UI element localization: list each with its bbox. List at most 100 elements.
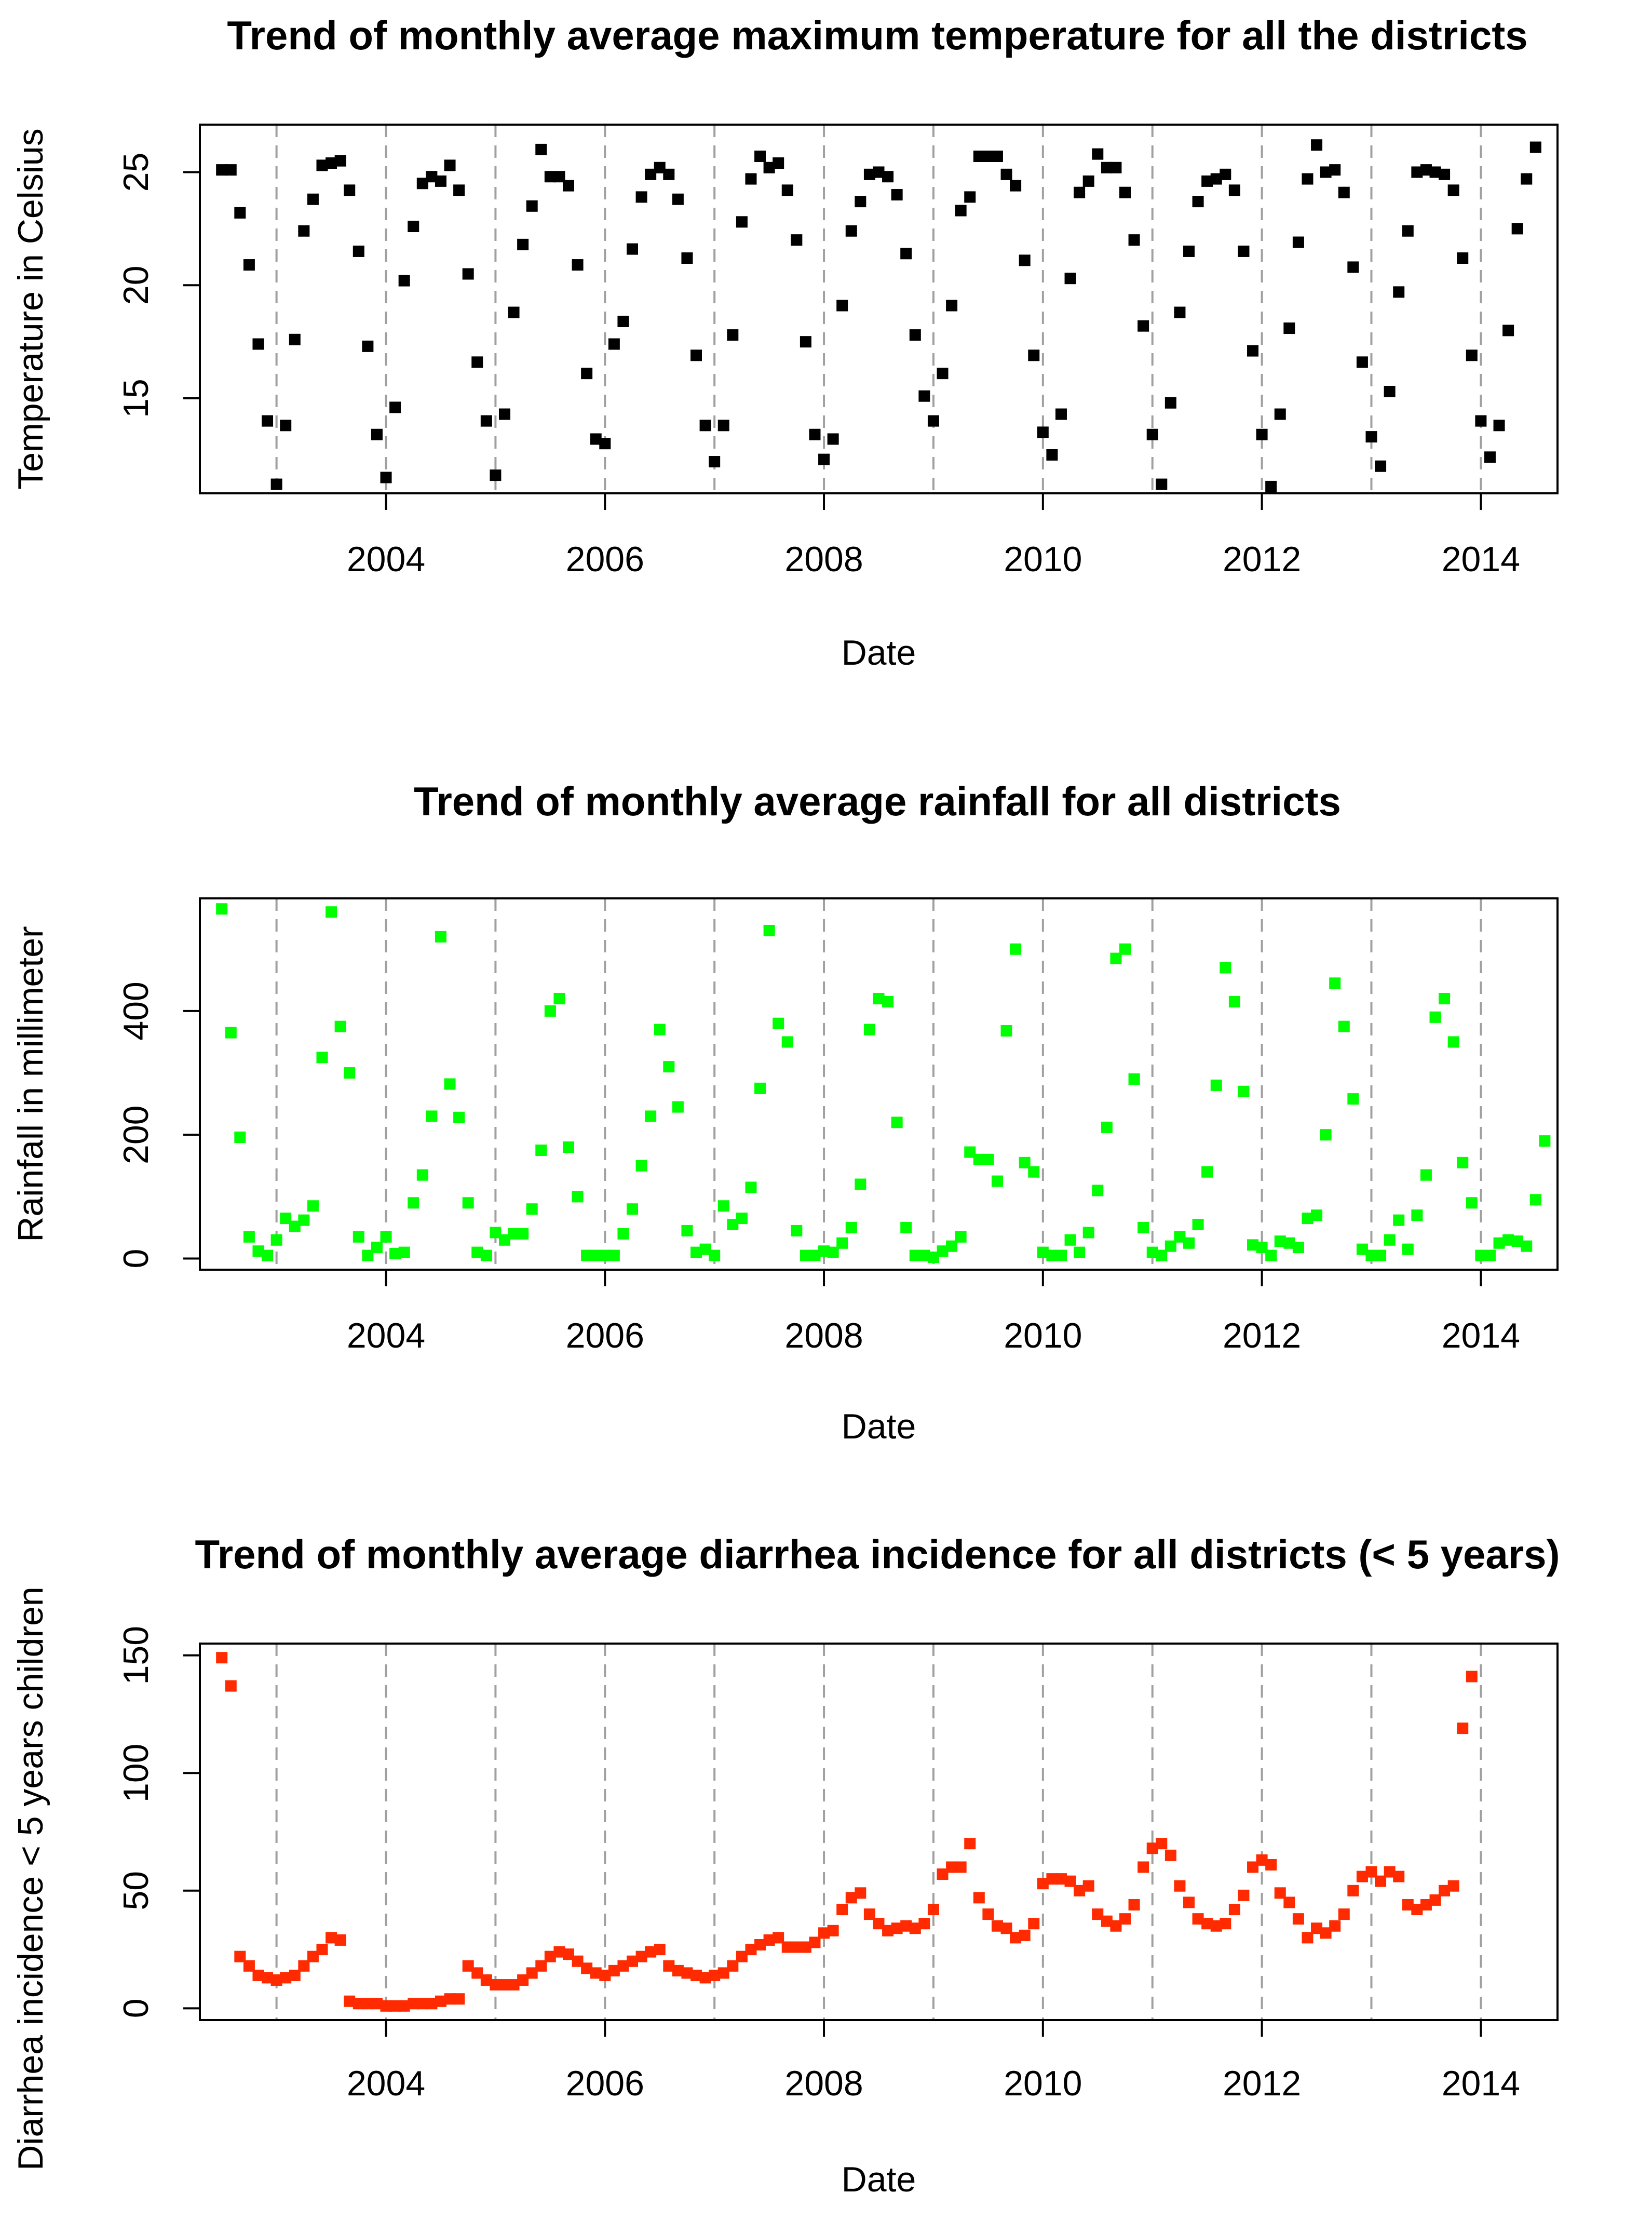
data-point [535,1145,547,1156]
data-point [444,1078,456,1090]
x-axis-label: Date [842,1407,916,1446]
data-point [270,1234,282,1246]
rainfall-chart: Trend of monthly average rainfall for al… [11,778,1559,1446]
data-point [453,184,465,196]
data-point [617,315,629,327]
x-tick-label: 2008 [784,1316,863,1355]
data-point [882,1925,894,1936]
data-point [617,1960,629,1972]
data-point [827,1246,839,1258]
data-point [1511,223,1523,235]
data-point [353,1998,364,2010]
data-point [581,1962,593,1974]
data-point [781,1941,793,1953]
data-point [1475,1249,1487,1261]
data-point [709,456,721,468]
data-point [1220,168,1231,180]
data-point [1247,345,1259,357]
data-point [1338,1908,1350,1920]
data-point [781,1036,793,1048]
data-point [1521,173,1533,185]
data-point [1119,1913,1131,1925]
data-point [690,1969,702,1981]
data-point [699,1972,711,1984]
data-point [1247,1239,1259,1251]
data-point [1238,1889,1250,1901]
data-point [946,1861,958,1873]
data-point [1265,1859,1277,1871]
data-point [1365,431,1377,443]
data-point [1092,148,1104,160]
data-point [717,420,729,432]
data-point [1201,1918,1213,1930]
x-tick-label: 2008 [784,540,863,579]
x-tick-label: 2014 [1442,1316,1520,1355]
data-point [991,1175,1003,1187]
data-point [1110,162,1122,173]
data-point [490,469,502,481]
data-point [608,1965,620,1976]
data-point [562,1141,574,1153]
temperature-chart: Trend of monthly average maximum tempera… [11,12,1559,672]
data-point [444,159,456,171]
data-point [326,157,337,169]
data-point [1028,1166,1040,1178]
data-point [608,338,620,350]
data-point [654,1944,666,1956]
data-point [1493,420,1505,432]
data-point [353,245,364,257]
data-point [1447,1036,1459,1048]
data-point [1447,1880,1459,1892]
data-point [1529,1194,1541,1206]
data-point [362,340,374,352]
data-point [1174,306,1186,318]
data-point [727,1219,739,1231]
data-point [1420,164,1432,176]
data-point [1338,186,1350,198]
data-point [1265,480,1277,492]
data-point [1320,1129,1332,1141]
x-tick-label: 2006 [566,1316,644,1355]
data-point [581,1249,593,1261]
data-point [709,1969,721,1981]
data-point [937,1868,949,1880]
data-point [298,225,310,237]
data-point [1000,1922,1012,1934]
data-point [471,1967,483,1979]
data-point [827,433,839,445]
data-point [471,1246,483,1258]
data-point [1302,1213,1314,1225]
data-point [517,1228,529,1240]
data-point [599,438,611,450]
x-tick-label: 2012 [1223,1316,1301,1355]
data-point [645,1946,657,1958]
data-point [1146,428,1158,440]
data-point [1156,478,1168,490]
data-point [1037,1246,1049,1258]
data-point [1010,943,1022,955]
data-point [590,1249,602,1261]
data-point [1457,252,1469,264]
data-point [1146,1246,1158,1258]
data-point [1265,1249,1277,1261]
data-point [1274,408,1286,420]
data-point [334,1934,346,1946]
data-point [1201,175,1213,187]
data-point [690,1246,702,1258]
data-point [836,1904,848,1916]
data-point [1210,1920,1222,1932]
data-point [663,1960,675,1972]
y-tick-label: 400 [116,981,156,1040]
data-point [535,1960,547,1972]
data-point [1311,1209,1323,1221]
data-point [1138,1861,1149,1873]
data-point [1220,1918,1231,1930]
data-point [408,1197,419,1209]
data-point [1375,1249,1387,1261]
data-point [1411,1209,1423,1221]
data-point [827,1925,839,1936]
data-point [353,1231,364,1243]
data-point [562,1948,574,1960]
data-point [836,1237,848,1249]
data-point [1320,1927,1332,1939]
